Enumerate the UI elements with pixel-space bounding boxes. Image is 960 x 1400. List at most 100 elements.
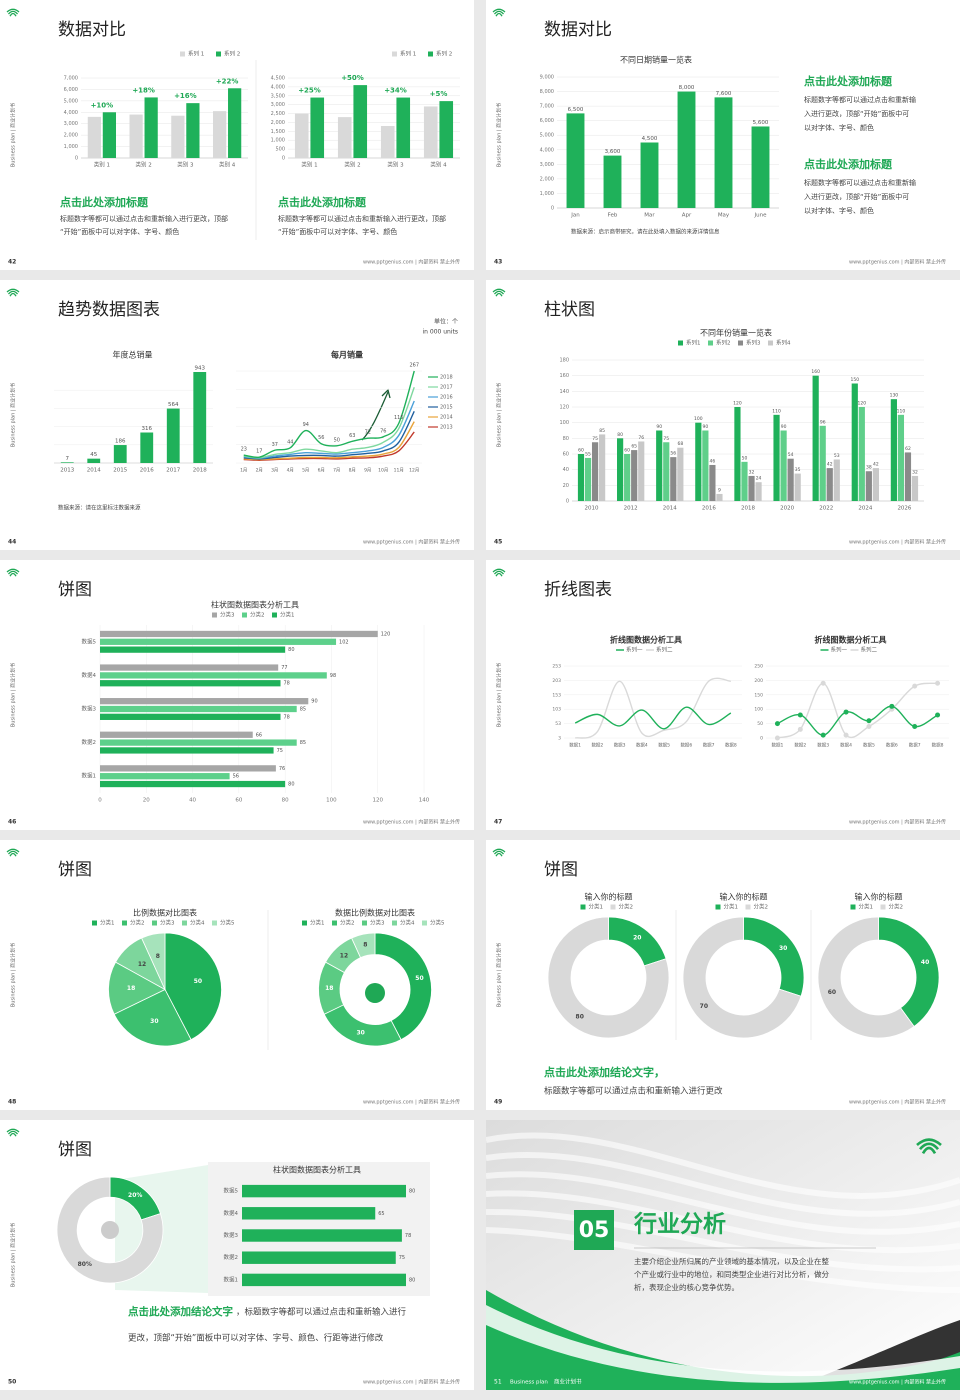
legend-label: 系列 2 bbox=[436, 50, 452, 58]
bar bbox=[100, 630, 378, 638]
slide: 折线图表 Business plan | 商业计划书 47 www.pptgenius… bbox=[486, 560, 960, 830]
bar bbox=[566, 113, 585, 208]
point bbox=[866, 718, 872, 724]
value-label: 18 bbox=[127, 985, 135, 992]
y-tick-label: 2,500 bbox=[271, 111, 285, 117]
x-tick-label: 6月 bbox=[318, 468, 325, 474]
x-tick-label: 数据3 bbox=[817, 742, 829, 749]
footer: www.pptgenius.com | 内部资料 禁止外传 bbox=[363, 259, 460, 266]
legend-swatch bbox=[768, 340, 773, 346]
value-label: 8 bbox=[156, 953, 160, 960]
logo-arc bbox=[492, 8, 506, 13]
body-text: 单位：个 bbox=[434, 318, 458, 326]
logo-arc bbox=[493, 570, 505, 575]
bar bbox=[294, 113, 309, 158]
x-tick-label: 80 bbox=[282, 798, 289, 804]
logo-arc bbox=[7, 290, 19, 295]
bar bbox=[212, 111, 227, 158]
value-label: 65 bbox=[378, 1211, 384, 1217]
body-text: 标题数字等都可以通过点击和重新输 bbox=[804, 178, 916, 187]
value-label: 90 bbox=[656, 424, 662, 430]
legend-swatch bbox=[122, 920, 127, 926]
value-label: 102 bbox=[339, 639, 349, 645]
bar bbox=[702, 430, 709, 501]
body-text: 入进行更改，顶部“开始”面板中可 bbox=[804, 109, 909, 118]
swirl bbox=[486, 1190, 960, 1254]
y-tick-label: 5,000 bbox=[540, 133, 554, 139]
bar bbox=[599, 434, 606, 501]
y-tick-label: 100 bbox=[754, 707, 763, 713]
chart-title: 数据比例数据对比图表 bbox=[335, 908, 415, 918]
y-tick-label: 150 bbox=[754, 692, 763, 698]
y-tick-label: 2,000 bbox=[64, 133, 78, 139]
swirl bbox=[486, 1132, 960, 1199]
slide-title: 饼图 bbox=[544, 860, 578, 880]
x-tick-label: 20 bbox=[143, 798, 150, 804]
x-tick-label: 9月 bbox=[364, 468, 371, 474]
y-tick-label: 203 bbox=[552, 678, 561, 684]
value-label: 267 bbox=[409, 363, 419, 369]
bar bbox=[656, 430, 663, 501]
legend-label: 2017 bbox=[440, 385, 453, 391]
bar bbox=[734, 407, 741, 501]
slide-title: 趋势数据图表 bbox=[58, 300, 160, 320]
value-label: 63 bbox=[349, 433, 355, 439]
value-label: 110 bbox=[897, 408, 906, 414]
x-tick-label: 类别 1 bbox=[301, 161, 317, 169]
y-tick-label: 7,000 bbox=[540, 104, 554, 110]
body-text: 标题数字等都可以通过点击和重新输 bbox=[804, 95, 916, 104]
section-number: 05 bbox=[579, 1218, 610, 1243]
page-number: 50 bbox=[8, 1379, 16, 1386]
bar bbox=[819, 425, 826, 501]
value-label: 85 bbox=[300, 707, 306, 713]
legend-label: 分类2 bbox=[889, 903, 904, 911]
value-label: 50 bbox=[415, 975, 423, 982]
x-tick-label: 数据6 bbox=[680, 742, 692, 749]
legend-swatch bbox=[428, 51, 433, 57]
x-tick-label: 数据8 bbox=[725, 742, 737, 749]
value-label: 23 bbox=[241, 447, 247, 453]
x-tick-label: 数据1 bbox=[569, 742, 581, 749]
bar bbox=[310, 97, 325, 158]
x-tick-label: 类别 3 bbox=[387, 161, 404, 169]
body-text: 点击此处添加标题 bbox=[60, 195, 149, 209]
value-label: 5,600 bbox=[753, 120, 769, 126]
value-label: 80% bbox=[78, 1261, 92, 1268]
value-label: 80 bbox=[617, 432, 623, 438]
x-tick-label: 40 bbox=[189, 798, 196, 804]
x-tick-label: Apr bbox=[682, 213, 692, 219]
x-tick-label: May bbox=[718, 213, 730, 219]
x-tick-label: Jan bbox=[570, 213, 580, 219]
value-label: 90 bbox=[781, 424, 787, 430]
slide: 柱状图 Business plan | 商业计划书 45 www.pptgenius.… bbox=[486, 280, 960, 550]
body-text: ，标题数字等都可以通过点击和重新输入进行 bbox=[236, 1307, 407, 1318]
background bbox=[0, 840, 474, 1110]
page-number: 51 bbox=[494, 1379, 502, 1386]
x-tick-label: 2月 bbox=[256, 468, 263, 474]
series-line bbox=[243, 386, 415, 459]
slice bbox=[141, 932, 166, 990]
point bbox=[935, 712, 941, 718]
y-tick-label: 数据1 bbox=[224, 1275, 239, 1283]
bar bbox=[423, 106, 438, 158]
slide: 饼图 Business plan | 商业计划书 50 www.pptgenius.c… bbox=[0, 1120, 474, 1390]
x-tick-label: 数据5 bbox=[658, 742, 670, 749]
page-number: 45 bbox=[494, 539, 502, 546]
y-tick-label: 6,000 bbox=[540, 118, 554, 124]
value-label: 80 bbox=[409, 1277, 415, 1283]
background bbox=[0, 280, 474, 550]
footer: www.pptgenius.com | 内部资料 禁止外传 bbox=[849, 1379, 946, 1386]
x-tick-label: Mar bbox=[644, 213, 655, 219]
page-number: 46 bbox=[8, 819, 16, 826]
bar bbox=[812, 375, 819, 501]
x-tick-label: 2014 bbox=[87, 468, 101, 474]
series-line bbox=[574, 677, 731, 739]
value-label: 50 bbox=[742, 455, 748, 461]
side-label: Business plan | 商业计划书 bbox=[10, 943, 17, 1007]
bar bbox=[100, 747, 274, 754]
value-label: 110 bbox=[772, 408, 781, 414]
series-line bbox=[243, 370, 415, 458]
swirl bbox=[486, 1227, 960, 1293]
